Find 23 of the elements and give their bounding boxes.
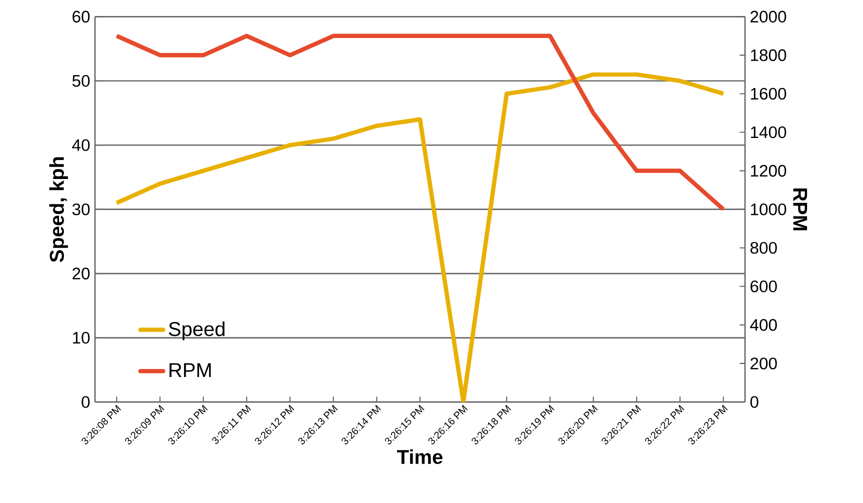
legend-label: Speed	[168, 321, 224, 340]
y-tick-label: 30	[72, 203, 90, 216]
y2-tick-label: 1200	[751, 164, 786, 177]
y2-tick-label: 1000	[751, 203, 786, 216]
y-tick-label: 0	[82, 396, 90, 408]
y2-tick-label: 1400	[751, 126, 786, 138]
legend-label: RPM	[170, 363, 211, 378]
y-tick-label: 40	[72, 139, 90, 152]
y2-tick-label: 600	[750, 280, 777, 292]
y2-axis-title: RPM	[793, 188, 808, 230]
y2-tick-label: 200	[750, 358, 777, 370]
y2-tick-label: 800	[750, 242, 777, 254]
y2-tick-label: 0	[750, 396, 758, 408]
y2-tick-label: 400	[750, 319, 777, 331]
y-tick-label: 10	[73, 332, 90, 344]
y-tick-label: 20	[72, 268, 90, 280]
y2-tick-label: 2000	[750, 10, 786, 23]
y-tick-label: 60	[72, 10, 90, 23]
x-axis-title: Time	[397, 449, 442, 464]
y-tick-label: 50	[72, 75, 90, 87]
y-axis-title: Speed, kph	[49, 157, 68, 262]
y2-tick-label: 1800	[751, 49, 786, 62]
y2-tick-label: 1600	[751, 88, 786, 100]
